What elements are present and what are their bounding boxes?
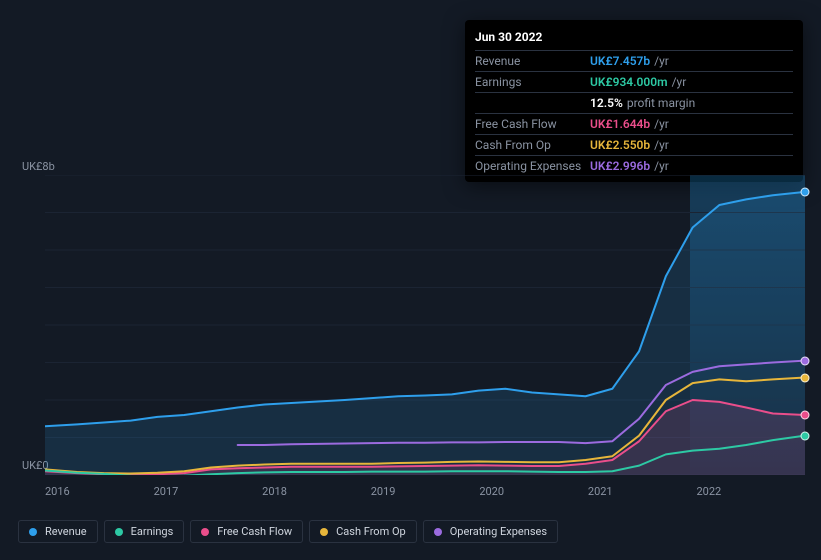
tooltip-row-value: UK£2.550b <box>590 138 650 152</box>
tooltip-row: EarningsUK£934.000m/yr <box>475 72 793 93</box>
legend-label: Earnings <box>131 525 174 538</box>
tooltip-row-label: Cash From Op <box>475 138 590 152</box>
tooltip-row-unit: /yr <box>654 159 669 173</box>
legend-item[interactable]: Cash From Op <box>309 520 417 543</box>
legend-swatch <box>115 528 123 536</box>
legend: Revenue Earnings Free Cash Flow Cash From O… <box>18 520 558 543</box>
series-end-dot <box>801 431 810 440</box>
xaxis-tick: 2019 <box>371 485 480 498</box>
tooltip-row-unit: profit margin <box>627 96 695 110</box>
tooltip-row-value: UK£2.996b <box>590 159 650 173</box>
xaxis-tick: 2021 <box>588 485 697 498</box>
tooltip-row: RevenueUK£7.457b/yr <box>475 51 793 72</box>
legend-label: Free Cash Flow <box>217 525 292 538</box>
tooltip-row-unit: /yr <box>654 54 669 68</box>
tooltip-row: Cash From OpUK£2.550b/yr <box>475 135 793 156</box>
legend-swatch <box>201 528 209 536</box>
tooltip-panel: Jun 30 2022 RevenueUK£7.457b/yrEarningsU… <box>465 20 803 182</box>
tooltip-row-value: 12.5% <box>590 96 623 110</box>
legend-swatch <box>29 528 37 536</box>
line-chart <box>45 175 805 475</box>
legend-swatch <box>434 528 442 536</box>
xaxis-tick: 2017 <box>154 485 263 498</box>
tooltip-row-label: Free Cash Flow <box>475 117 590 131</box>
tooltip-row-value: UK£1.644b <box>590 117 650 131</box>
tooltip-row-label <box>475 96 590 110</box>
xaxis-labels: 2016201720182019202020212022 <box>45 485 805 498</box>
xaxis-tick: 2020 <box>479 485 588 498</box>
legend-swatch <box>320 528 328 536</box>
xaxis-tick: 2022 <box>696 485 805 498</box>
series-end-dot <box>801 411 810 420</box>
legend-label: Revenue <box>45 525 87 538</box>
tooltip-row-unit: /yr <box>654 138 669 152</box>
tooltip-date: Jun 30 2022 <box>475 26 793 51</box>
tooltip-row-value: UK£7.457b <box>590 54 650 68</box>
tooltip-row: Free Cash FlowUK£1.644b/yr <box>475 114 793 135</box>
tooltip-row-unit: /yr <box>654 117 669 131</box>
tooltip-row-value: UK£934.000m <box>590 75 668 89</box>
legend-label: Operating Expenses <box>450 525 547 538</box>
xaxis-tick: 2018 <box>262 485 371 498</box>
legend-item[interactable]: Free Cash Flow <box>190 520 303 543</box>
series-end-dot <box>801 187 810 196</box>
tooltip-row-label: Revenue <box>475 54 590 68</box>
legend-item[interactable]: Operating Expenses <box>423 520 558 543</box>
legend-item[interactable]: Revenue <box>18 520 98 543</box>
legend-item[interactable]: Earnings <box>104 520 185 543</box>
tooltip-row-label: Operating Expenses <box>475 159 590 173</box>
legend-label: Cash From Op <box>336 525 406 538</box>
yaxis-max-label: UK£8b <box>22 160 55 173</box>
tooltip-row-unit: /yr <box>672 75 687 89</box>
tooltip-row: Operating ExpensesUK£2.996b/yr <box>475 156 793 176</box>
tooltip-row-label: Earnings <box>475 75 590 89</box>
tooltip-row: 12.5% profit margin <box>475 93 793 114</box>
series-end-dot <box>801 373 810 382</box>
xaxis-tick: 2016 <box>45 485 154 498</box>
series-end-dot <box>801 356 810 365</box>
